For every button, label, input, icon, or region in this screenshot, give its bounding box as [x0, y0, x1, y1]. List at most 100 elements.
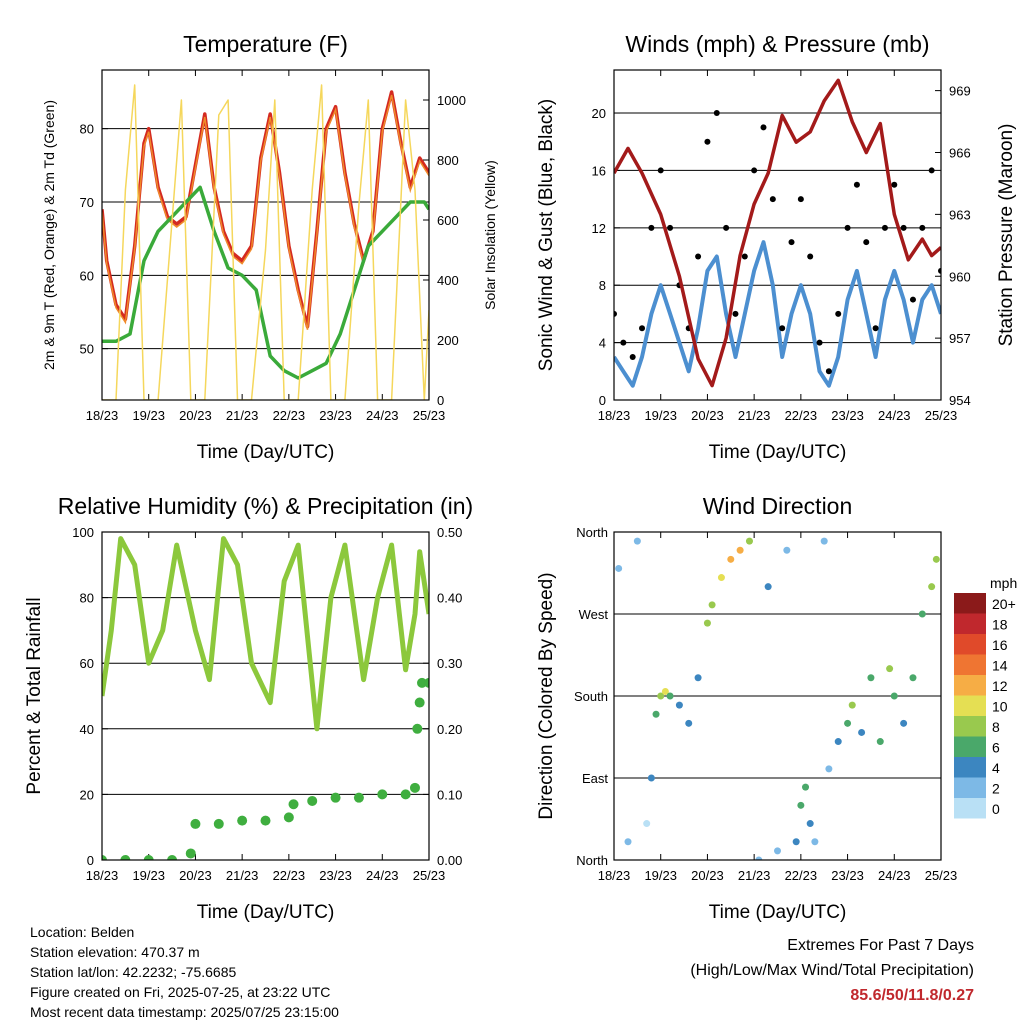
legend-swatch — [954, 593, 986, 614]
legend-swatch — [954, 695, 986, 716]
x-tick-label: 23/23 — [319, 408, 352, 423]
y-tick-label: 0 — [599, 393, 606, 408]
legend-label: 2 — [992, 781, 1000, 797]
recent-timestamp-text: Most recent data timestamp: 2025/07/25 2… — [30, 1004, 339, 1020]
direction-point — [717, 574, 725, 582]
direction-point — [764, 583, 772, 591]
direction-point — [615, 564, 623, 572]
plot-area — [102, 84, 429, 400]
legend-swatch — [954, 798, 986, 819]
precip-point — [120, 855, 131, 860]
precip-point — [143, 855, 154, 860]
pressure-line — [614, 78, 941, 388]
legend-label: 0 — [992, 801, 1000, 817]
y2-tick-label: 0.00 — [437, 853, 462, 868]
x-tick-label: 21/23 — [738, 868, 771, 883]
y-tick-label: 100 — [72, 525, 94, 540]
precip-point — [414, 697, 425, 708]
legend-label: 18 — [992, 617, 1008, 633]
y2-tick-label: 600 — [437, 213, 459, 228]
y2-tick-label: 969 — [949, 84, 971, 99]
y-tick-label: 60 — [80, 268, 94, 283]
x-tick-label: 18/23 — [86, 868, 119, 883]
y2-tick-label: 1000 — [437, 93, 466, 108]
solar-line — [102, 84, 429, 400]
legend-label: 10 — [992, 699, 1008, 715]
x-tick-label: 24/23 — [878, 868, 911, 883]
y2-tick-label: 0.10 — [437, 787, 462, 802]
t2m-line — [102, 90, 429, 329]
chart-title: Winds (mph) & Pressure (mb) — [625, 31, 929, 57]
plot-frame — [613, 531, 942, 861]
y-tick-label: East — [582, 771, 608, 786]
direction-point — [694, 674, 702, 682]
legend-label: 12 — [992, 678, 1008, 694]
direction-point — [685, 719, 693, 727]
y2-tick-label: 963 — [949, 207, 971, 222]
gust-point — [620, 339, 627, 346]
direction-point — [909, 674, 917, 682]
chart-title: Wind Direction — [703, 493, 853, 519]
gust-point — [797, 196, 804, 203]
y-tick-label: South — [574, 689, 608, 704]
plot-frame — [101, 531, 430, 861]
direction-point — [867, 674, 875, 682]
direction-point — [643, 820, 651, 828]
y-tick-label: North — [576, 853, 608, 868]
direction-point — [666, 692, 674, 700]
y-tick-label: 0 — [87, 853, 94, 868]
y-tick-label: 40 — [80, 722, 94, 737]
y2-tick-label: 966 — [949, 146, 971, 161]
y2-tick-label: 960 — [949, 269, 971, 284]
x-tick-label: 25/23 — [413, 868, 446, 883]
legend-swatch — [954, 757, 986, 778]
precip-point — [283, 812, 294, 823]
station-info: Location: Belden Station elevation: 470.… — [30, 922, 339, 1022]
y2-tick-label: 0 — [437, 393, 444, 408]
extremes-values: 85.6/50/11.8/0.27 — [850, 987, 974, 1004]
direction-point — [932, 555, 940, 563]
x-tick-label: 23/23 — [319, 868, 352, 883]
gust-point — [938, 267, 941, 274]
direction-point — [727, 555, 735, 563]
precip-point — [330, 792, 341, 803]
direction-point — [844, 719, 852, 727]
x-tick-label: 22/23 — [785, 868, 818, 883]
y-tick-label: 4 — [599, 336, 606, 351]
direction-point — [797, 801, 805, 809]
x-tick-label: 22/23 — [785, 408, 818, 423]
precip-point — [190, 818, 201, 829]
panel-3: Wind Direction Time (Day/UTC) Direction (C… — [536, 493, 1017, 923]
direction-point — [755, 856, 763, 860]
precip-point — [424, 677, 429, 688]
precip-point — [213, 818, 224, 829]
y-tick-label: 80 — [80, 122, 94, 137]
gust-point — [629, 353, 636, 360]
y-axis-label: Percent & Total Rainfall — [24, 597, 45, 794]
y-tick-label: 16 — [592, 163, 606, 178]
direction-point — [652, 710, 660, 718]
y2-tick-label: 0.20 — [437, 722, 462, 737]
x-tick-label: 25/23 — [925, 868, 958, 883]
precip-point — [412, 723, 423, 734]
latlon-text: Station lat/lon: 42.2232; -75.6685 — [30, 964, 237, 980]
direction-point — [886, 665, 894, 673]
gust-point — [741, 253, 748, 260]
gust-point — [807, 253, 814, 260]
legend-swatch — [954, 675, 986, 696]
gust-point — [872, 325, 879, 332]
x-tick-label: 25/23 — [925, 408, 958, 423]
direction-point — [806, 820, 814, 828]
extremes-box: Extremes For Past 7 Days (High/Low/Max W… — [690, 933, 974, 1008]
direction-point — [703, 619, 711, 627]
direction-point — [792, 838, 800, 846]
y2-tick-label: 200 — [437, 333, 459, 348]
direction-point — [708, 601, 716, 609]
direction-point — [661, 687, 669, 695]
y-axis-label: Sonic Wind & Gust (Blue, Black) — [536, 99, 557, 371]
x-tick-label: 21/23 — [226, 868, 259, 883]
direction-point — [918, 610, 926, 618]
gust-point — [928, 167, 935, 174]
legend-swatch — [954, 736, 986, 757]
